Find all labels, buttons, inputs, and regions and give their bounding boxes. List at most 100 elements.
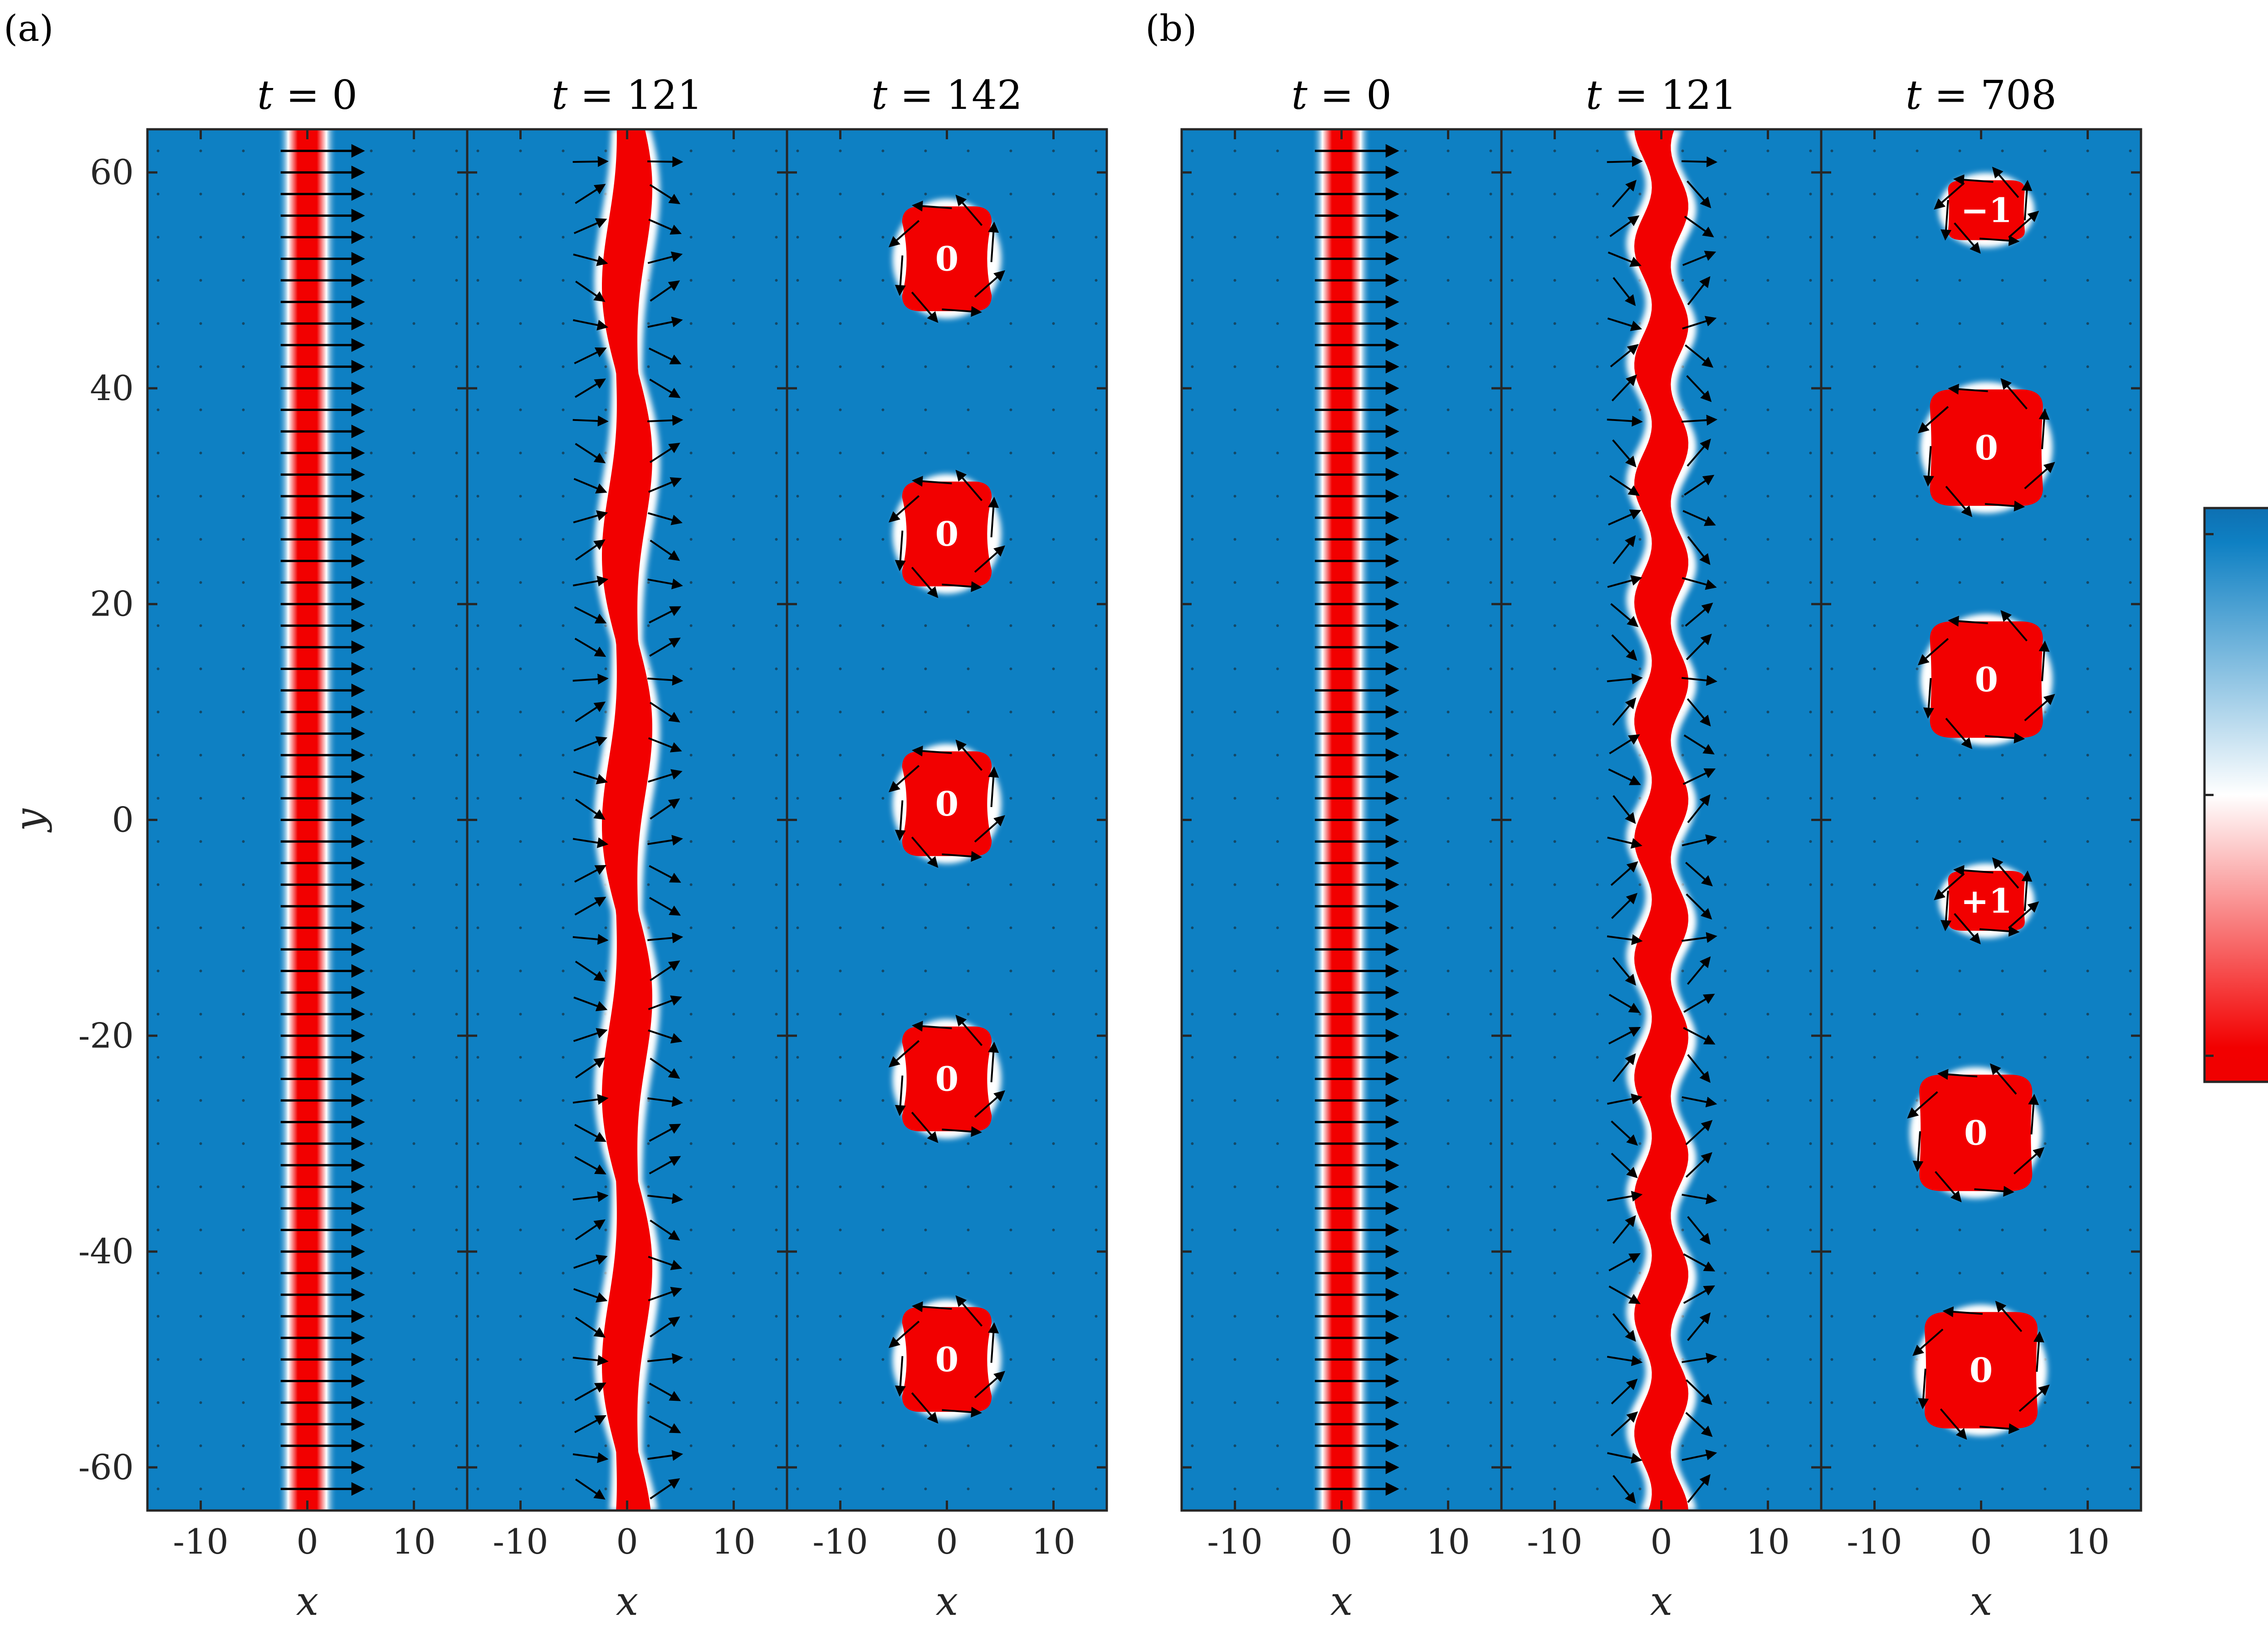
sample-point: [1404, 149, 1407, 152]
sample-point: [562, 840, 565, 843]
sample-point: [2086, 581, 2089, 584]
sample-point: [775, 1099, 778, 1102]
sample-point: [412, 926, 415, 929]
sample-point: [1510, 1401, 1514, 1404]
sample-point: [2086, 1056, 2089, 1059]
x-tick-label: -10: [1527, 1521, 1582, 1562]
spin-arrow: [1934, 182, 1965, 210]
colorbar-gradient: [2203, 507, 2268, 1083]
sample-point: [689, 840, 693, 843]
sample-point: [1233, 451, 1237, 455]
sample-point: [1809, 408, 1812, 411]
sample-point: [1052, 883, 1055, 886]
sample-point: [199, 1142, 202, 1145]
sample-point: [412, 624, 415, 627]
sample-point: [156, 1358, 160, 1361]
sample-point: [839, 969, 842, 973]
sample-point: [455, 235, 458, 239]
sample-point: [156, 797, 160, 800]
sample-point: [1830, 710, 1833, 714]
sample-point: [1191, 1401, 1194, 1404]
sample-point: [1404, 1056, 1407, 1059]
sample-point: [1404, 1487, 1407, 1491]
sample-point: [689, 149, 693, 152]
sample-point: [1489, 1228, 1492, 1232]
sample-point: [839, 538, 842, 541]
sample-point: [796, 1228, 799, 1232]
sample-point: [1596, 710, 1599, 714]
sample-point: [924, 149, 927, 152]
sample-point: [1276, 1487, 1279, 1491]
sample-point: [476, 538, 479, 541]
sample-point: [370, 1358, 373, 1361]
sample-point: [1681, 1444, 1684, 1447]
spin-arrow: [1612, 1313, 1636, 1342]
spin-arrow: [1917, 406, 1949, 434]
sample-point: [1809, 494, 1812, 498]
sample-point: [732, 1358, 735, 1361]
sample-point: [156, 1444, 160, 1447]
sample-point: [924, 926, 927, 929]
sample-point: [1052, 581, 1055, 584]
sample-point: [156, 538, 160, 541]
sample-point: [1191, 1056, 1194, 1059]
sample-point: [242, 1099, 245, 1102]
sample-point: [1404, 710, 1407, 714]
sample-point: [1009, 969, 1012, 973]
sample-point: [156, 494, 160, 498]
skyrmion-charge-label: 0: [1964, 1114, 1988, 1153]
sample-point: [839, 408, 842, 411]
sample-point: [689, 797, 693, 800]
sample-point: [156, 192, 160, 196]
sample-point: [2086, 1228, 2089, 1232]
sample-point: [775, 753, 778, 757]
sample-point: [796, 1401, 799, 1404]
sample-point: [519, 1185, 522, 1188]
sample-point: [1553, 969, 1556, 973]
sample-point: [1596, 581, 1599, 584]
x-tick-label: 10: [1426, 1521, 1470, 1562]
sample-point: [199, 235, 202, 239]
sample-point: [1489, 408, 1492, 411]
sample-point: [412, 1099, 415, 1102]
spin-arrow: [1681, 834, 1717, 846]
sample-point: [1596, 408, 1599, 411]
sample-point: [775, 1315, 778, 1318]
spin-arrow: [1687, 1312, 1711, 1341]
sample-point: [1553, 1142, 1556, 1145]
sample-point: [1809, 797, 1812, 800]
sample-point: [839, 1401, 842, 1404]
sample-point: [1447, 149, 1450, 152]
sample-point: [1916, 192, 1919, 196]
sample-point: [689, 494, 693, 498]
spin-arrow: [573, 1288, 608, 1303]
spin-arrow: [1685, 1412, 1713, 1437]
sample-point: [455, 538, 458, 541]
spin-arrow: [572, 319, 609, 331]
spin-arrow: [1608, 768, 1641, 785]
spin-arrow: [955, 1295, 983, 1327]
sample-point: [1233, 192, 1237, 196]
spin-arrow: [1992, 857, 2019, 889]
sample-point: [519, 1487, 522, 1491]
skyrmion-charge-label: 0: [1975, 660, 1999, 699]
sample-point: [455, 926, 458, 929]
sample-point: [881, 581, 885, 584]
spin-arrow: [974, 270, 1005, 298]
sample-point: [199, 1012, 202, 1016]
sample-point: [1809, 365, 1812, 368]
spin-arrow: [572, 576, 609, 587]
spin-arrow: [1935, 1171, 1962, 1203]
sample-point: [2129, 1315, 2132, 1318]
spin-arrow: [575, 1316, 606, 1338]
sample-point: [967, 322, 970, 325]
sample-point: [1095, 1142, 1098, 1145]
sample-point: [1489, 969, 1492, 973]
sample-point: [1766, 1487, 1769, 1491]
spin-arrow: [573, 1028, 608, 1042]
spin-arrow: [1608, 509, 1642, 526]
sample-point: [476, 365, 479, 368]
sample-point: [1873, 235, 1876, 239]
sample-point: [604, 1444, 607, 1447]
sample-point: [476, 1401, 479, 1404]
